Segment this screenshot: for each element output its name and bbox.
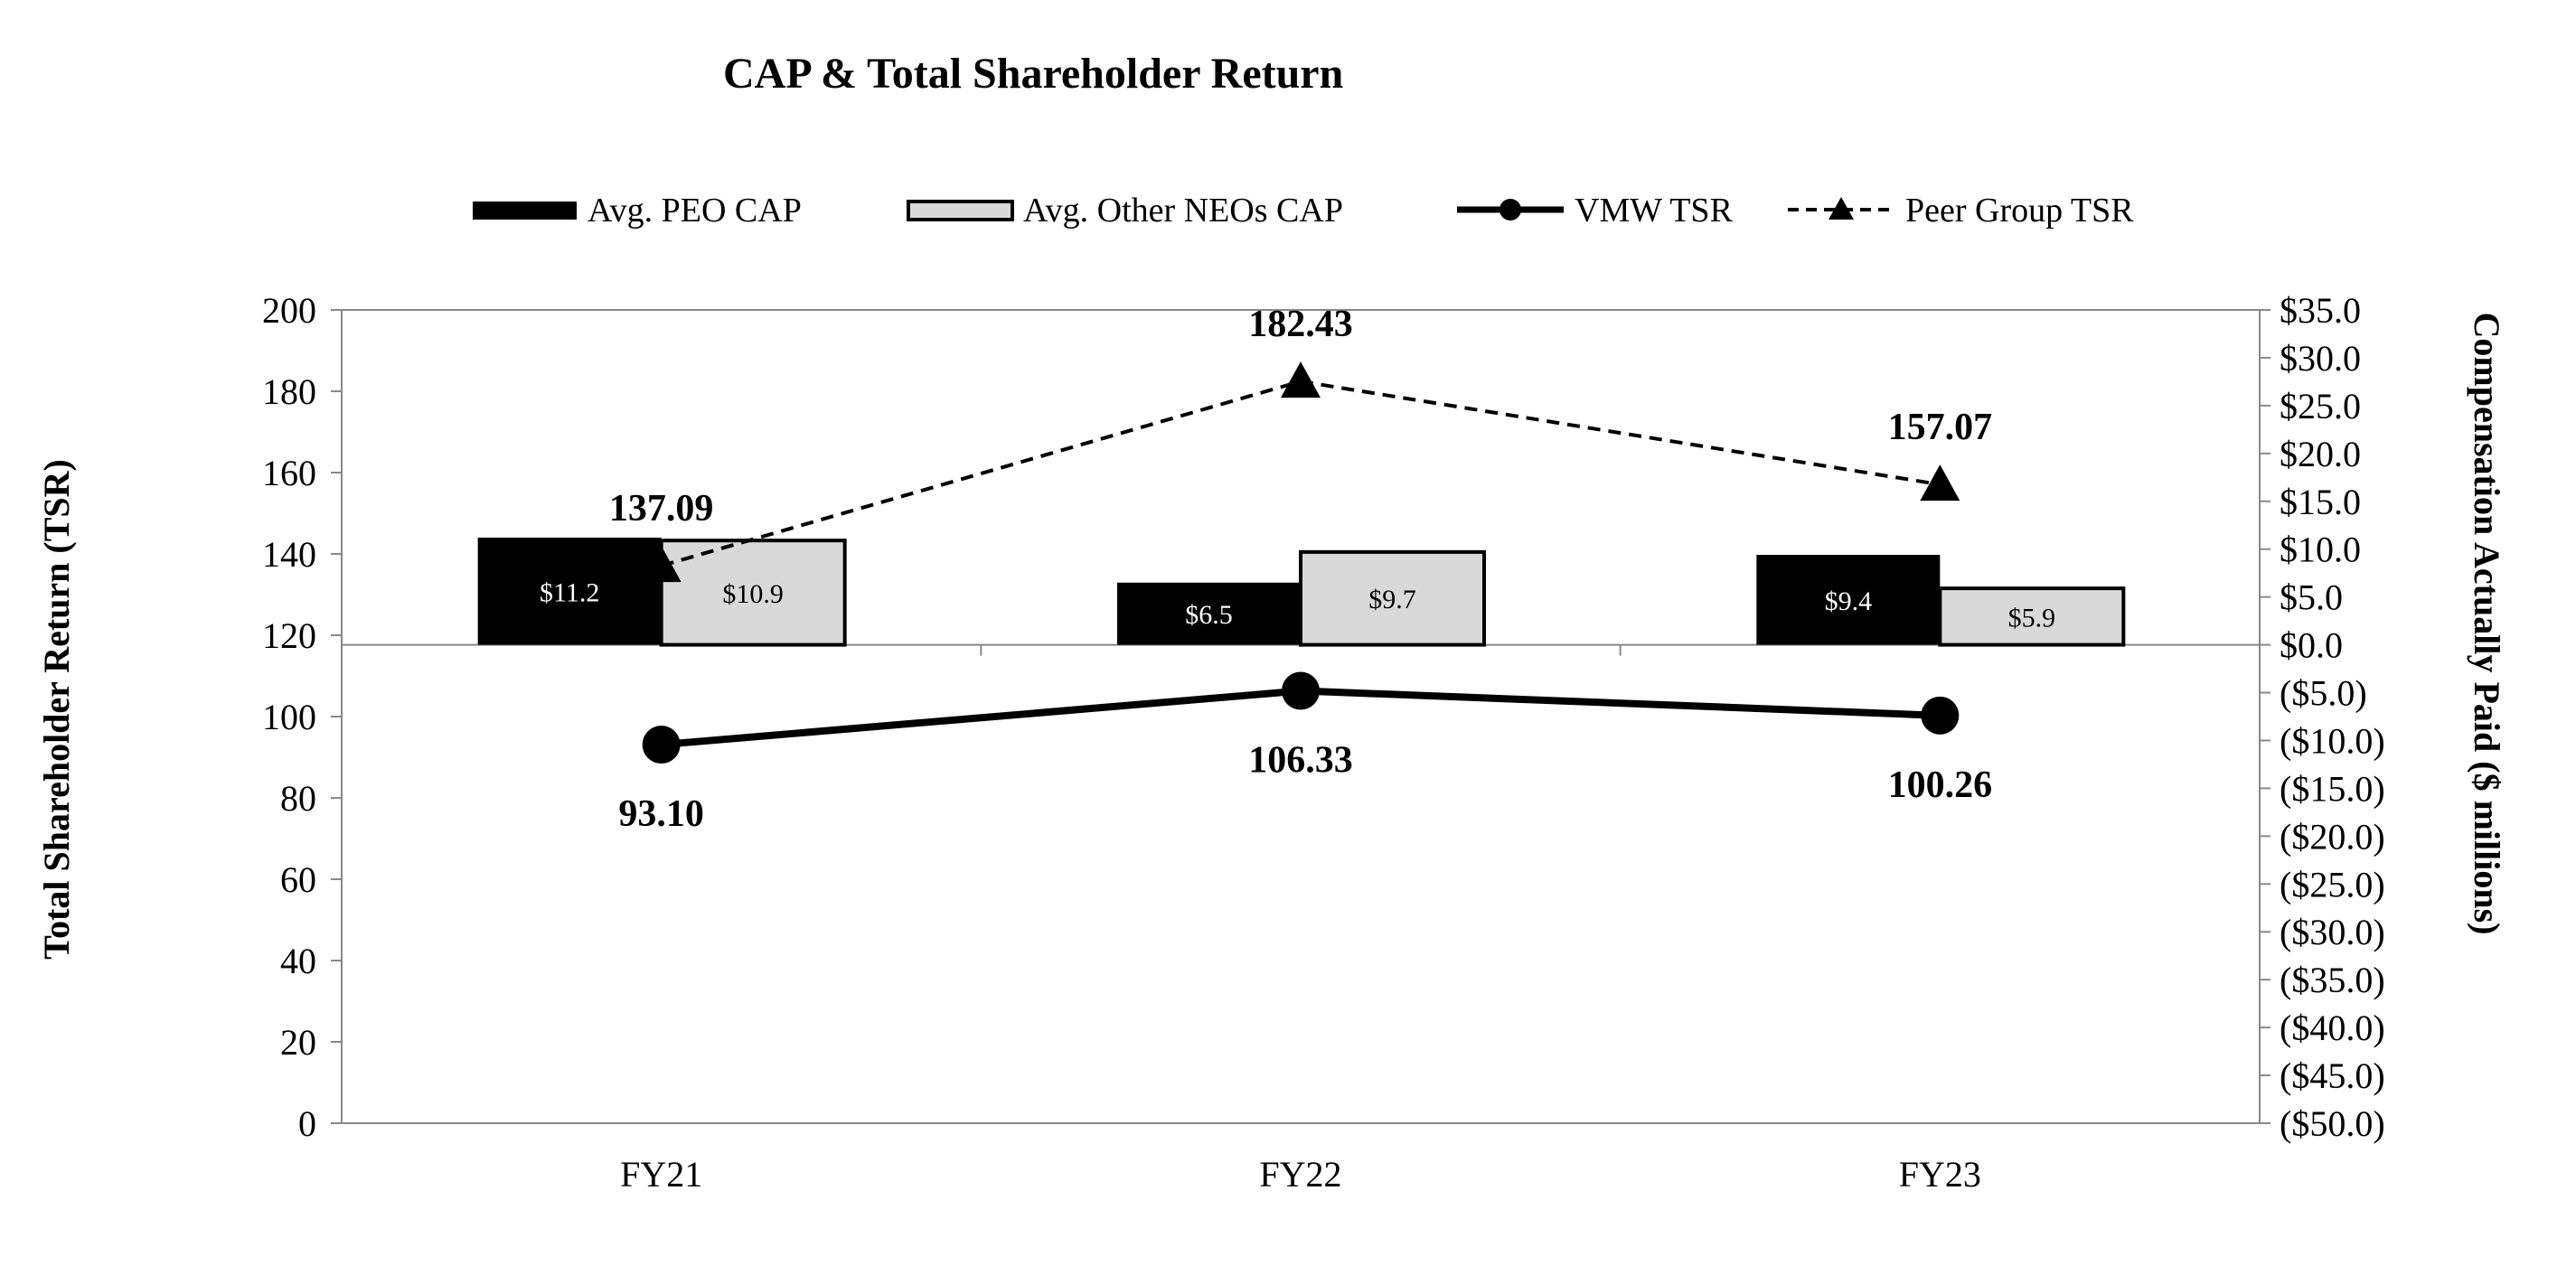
right-tick-label: ($30.0) bbox=[2280, 912, 2385, 952]
peer-tsr-marker-fy23 bbox=[1920, 464, 1960, 502]
left-tick-label: 80 bbox=[280, 778, 316, 819]
neo-cap-value-fy22: $9.7 bbox=[1368, 585, 1416, 614]
left-tick-label: 140 bbox=[262, 534, 316, 575]
peer-tsr-marker-fy22 bbox=[1281, 361, 1321, 398]
legend-swatch-neo-cap bbox=[907, 200, 1014, 221]
peo-cap-value-fy23: $9.4 bbox=[1825, 586, 1873, 616]
legend-label-peer-tsr: Peer Group TSR bbox=[1905, 192, 2134, 230]
left-tick-label: 120 bbox=[262, 615, 316, 656]
vmw-tsr-label-fy23: 100.26 bbox=[1888, 764, 1993, 806]
right-tick-label: ($50.0) bbox=[2280, 1103, 2385, 1144]
left-tick-label: 0 bbox=[298, 1103, 316, 1144]
left-tick-label: 160 bbox=[262, 453, 316, 493]
peo-cap-value-fy21: $11.2 bbox=[540, 577, 599, 607]
right-tick-label: $0.0 bbox=[2280, 625, 2343, 666]
peo-cap-bar-fy22 bbox=[1117, 582, 1301, 645]
left-tick-label: 60 bbox=[280, 859, 316, 900]
right-tick-label: $15.0 bbox=[2280, 482, 2361, 522]
left-tick-label: 180 bbox=[262, 371, 316, 412]
neo-cap-value-fy21: $10.9 bbox=[722, 579, 784, 609]
right-axis-title: Compensation Actually Paid ($ millions) bbox=[2467, 313, 2507, 935]
peo-cap-value-fy22: $6.5 bbox=[1185, 600, 1233, 630]
peer-tsr-label-fy21: 137.09 bbox=[609, 488, 714, 530]
right-tick-label: ($15.0) bbox=[2280, 768, 2385, 809]
peer-tsr-line bbox=[661, 380, 1941, 568]
right-tick-label: $35.0 bbox=[2280, 290, 2361, 331]
right-tick-label: ($25.0) bbox=[2280, 864, 2385, 905]
peer-tsr-label-fy22: 182.43 bbox=[1248, 304, 1353, 345]
right-tick-label: ($10.0) bbox=[2280, 720, 2385, 761]
left-tick-label: 100 bbox=[262, 697, 316, 737]
right-tick-label: $5.0 bbox=[2280, 577, 2343, 618]
peo-cap-bar-fy21 bbox=[477, 538, 662, 645]
vmw-tsr-label-fy22: 106.33 bbox=[1248, 740, 1353, 782]
left-axis-title: Total Shareholder Return (TSR) bbox=[36, 459, 77, 960]
left-tick-label: 20 bbox=[280, 1022, 316, 1063]
vmw-tsr-marker-fy23 bbox=[1921, 696, 1960, 735]
neo-cap-bar-fy23 bbox=[1938, 586, 2126, 647]
legend-swatch-peo-cap bbox=[473, 202, 577, 220]
right-tick-label: $30.0 bbox=[2280, 338, 2361, 379]
peer-tsr-label-fy23: 157.07 bbox=[1888, 407, 1993, 448]
legend-label-peo-cap: Avg. PEO CAP bbox=[588, 192, 802, 230]
legend: Avg. PEO CAP Avg. Other NEOs CAP VMW TSR… bbox=[473, 192, 2134, 230]
right-tick-label: ($40.0) bbox=[2280, 1008, 2385, 1048]
right-tick-label: ($5.0) bbox=[2280, 673, 2367, 714]
legend-label-neo-cap: Avg. Other NEOs CAP bbox=[1023, 192, 1343, 230]
vmw-tsr-marker-fy21 bbox=[642, 726, 681, 764]
neo-cap-bar-fy22 bbox=[1299, 549, 1486, 647]
left-tick-label: 200 bbox=[262, 290, 316, 331]
right-tick-label: ($20.0) bbox=[2280, 816, 2385, 857]
category-label-fy22: FY22 bbox=[1259, 1154, 1341, 1195]
legend-marker-peer-tsr bbox=[1829, 197, 1854, 220]
vmw-tsr-label-fy21: 93.10 bbox=[618, 793, 704, 835]
peo-cap-bar-fy23 bbox=[1756, 555, 1941, 645]
right-tick-label: $20.0 bbox=[2280, 434, 2361, 474]
legend-label-vmw-tsr: VMW TSR bbox=[1575, 192, 1734, 230]
left-tick-label: 40 bbox=[280, 941, 316, 981]
chart-title: CAP & Total Shareholder Return bbox=[723, 50, 1343, 98]
neo-cap-value-fy23: $5.9 bbox=[2008, 603, 2056, 633]
category-label-fy21: FY21 bbox=[620, 1154, 702, 1195]
right-tick-label: ($35.0) bbox=[2280, 960, 2385, 1000]
category-label-fy23: FY23 bbox=[1899, 1154, 1981, 1195]
right-tick-label: $25.0 bbox=[2280, 386, 2361, 427]
right-tick-label: $10.0 bbox=[2280, 530, 2361, 570]
vmw-tsr-marker-fy22 bbox=[1282, 671, 1320, 710]
right-tick-label: ($45.0) bbox=[2280, 1055, 2385, 1096]
legend-marker-vmw-tsr bbox=[1500, 199, 1521, 220]
peer-tsr-marker-fy21 bbox=[641, 546, 682, 583]
